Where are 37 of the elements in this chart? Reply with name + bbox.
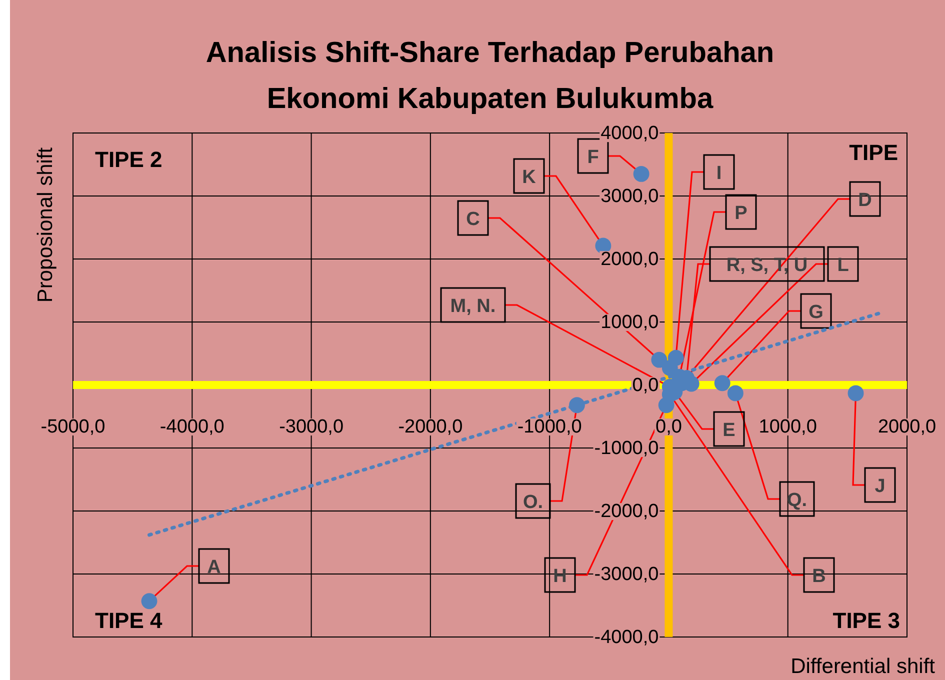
annotation: TIPE 2 — [95, 147, 162, 172]
y-tick-label: -2000,0 — [594, 501, 659, 522]
x-tick-label: -4000,0 — [160, 416, 224, 438]
y-tick-label: 3000,0 — [600, 186, 659, 208]
annotation: E — [722, 420, 736, 441]
y-tick-label: -1000,0 — [594, 438, 659, 460]
y-tick-label: 1000,0 — [600, 312, 659, 334]
annotation: K — [522, 167, 536, 188]
annotation: G — [808, 302, 824, 323]
annotation: TIPE 4 — [95, 608, 164, 633]
x-tick-label: 0,0 — [656, 416, 682, 438]
annotation: J — [874, 476, 886, 497]
annotation: P — [734, 203, 748, 224]
x-tick-label: -3000,0 — [279, 416, 344, 438]
x-tick-label: 2000,0 — [878, 416, 936, 438]
y-tick-label: 0,0 — [632, 375, 659, 396]
x-axis-title: Differential shift — [790, 655, 936, 678]
annotation: A — [207, 557, 222, 578]
annotation: L — [837, 255, 850, 276]
annotation: I — [716, 163, 722, 184]
y-tick-label: 2000,0 — [600, 249, 659, 270]
x-tick-label: -2000,0 — [398, 416, 463, 438]
y-tick-label: -4000,0 — [594, 627, 659, 648]
y-tick-label: -3000,0 — [594, 564, 659, 586]
x-tick-label: -1000,0 — [517, 416, 582, 438]
y-axis-title: Proposional shift — [34, 147, 57, 303]
annotation: O. — [522, 492, 544, 513]
y-tick-label: 4000,0 — [600, 123, 659, 144]
annotation: D — [858, 190, 872, 211]
chart-title: Analisis Shift-Share Terhadap Perubahan Ekonomi Kabupaten Bulukumba — [206, 37, 774, 115]
x-tick-label: -5000,0 — [40, 416, 106, 438]
x-tick-label: 1000,0 — [758, 416, 817, 438]
annotation: TIPE — [849, 140, 898, 165]
annotation: TIPE 3 — [832, 608, 900, 633]
annotation: C — [466, 209, 480, 230]
annotation: M, N. — [450, 296, 496, 317]
annotation: F — [587, 147, 599, 168]
